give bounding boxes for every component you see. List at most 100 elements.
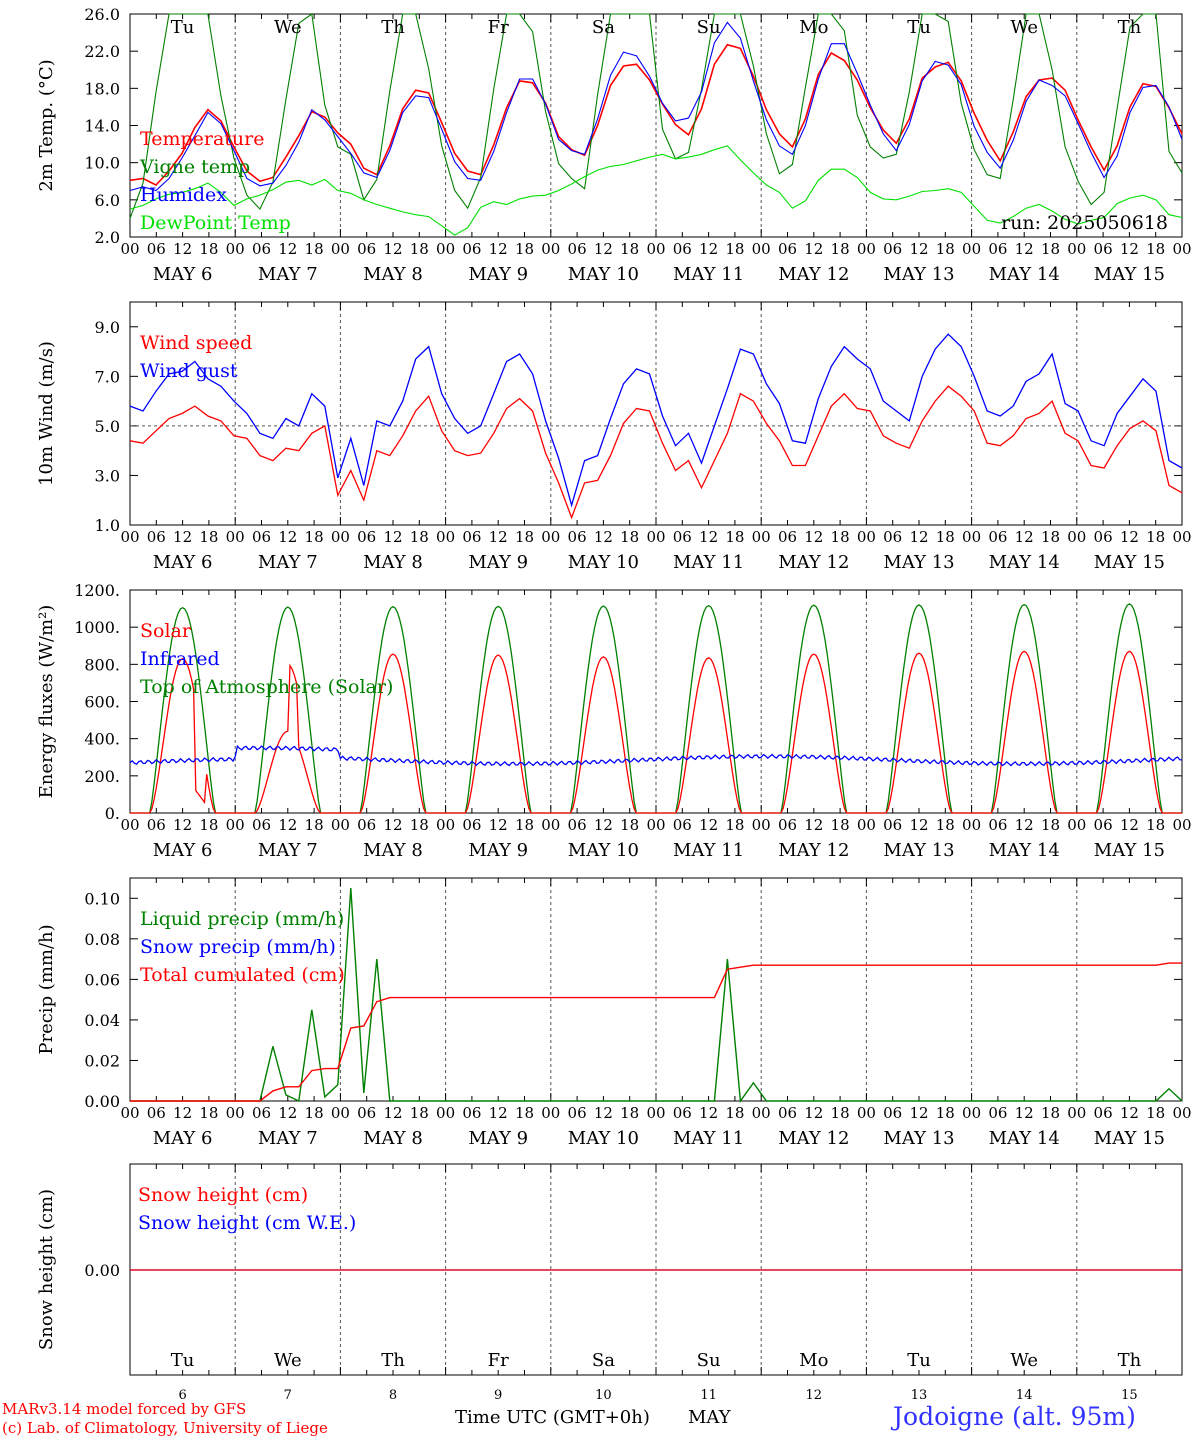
hour-tick-label: 18 — [515, 528, 534, 546]
hour-tick-label: 00 — [1172, 816, 1191, 834]
hour-tick-label: 12 — [383, 240, 402, 258]
date-label: MAY 9 — [468, 264, 528, 285]
hour-tick-label: 18 — [410, 1104, 429, 1122]
hour-tick-label: 12 — [909, 240, 928, 258]
hour-tick-label: 12 — [173, 1104, 192, 1122]
date-label: MAY 9 — [468, 840, 528, 861]
date-label: MAY 9 — [468, 1128, 528, 1149]
hour-tick-label: 18 — [410, 528, 429, 546]
panel-3-ylabel: Precip (mm/h) — [36, 924, 57, 1054]
hour-tick-label: 06 — [252, 240, 271, 258]
date-label: MAY 15 — [1094, 840, 1165, 861]
hour-tick-label: 06 — [883, 240, 902, 258]
hour-tick-label: 18 — [831, 1104, 850, 1122]
hour-tick-label: 18 — [1041, 1104, 1060, 1122]
y-tick-label: 1000. — [74, 618, 120, 637]
hour-tick-label: 00 — [541, 1104, 560, 1122]
date-label: MAY 15 — [1094, 264, 1165, 285]
hour-tick-label: 06 — [1094, 240, 1113, 258]
hour-tick-label: 06 — [988, 816, 1007, 834]
hour-tick-label: 06 — [568, 528, 587, 546]
y-tick-label: 400. — [84, 730, 120, 749]
hour-tick-label: 06 — [988, 240, 1007, 258]
date-label: MAY 14 — [989, 552, 1060, 573]
day-name-label: Th — [381, 1350, 405, 1371]
day-name-label: Fr — [488, 1350, 509, 1371]
date-label: MAY 11 — [673, 840, 744, 861]
hour-tick-label: 00 — [120, 528, 139, 546]
hour-tick-label: 00 — [962, 240, 981, 258]
date-label: MAY 7 — [258, 264, 318, 285]
hour-tick-label: 00 — [1067, 1104, 1086, 1122]
hour-tick-label: 00 — [1067, 528, 1086, 546]
y-tick-label: 600. — [84, 693, 120, 712]
hour-tick-label: 06 — [568, 816, 587, 834]
hour-tick-label: 18 — [410, 816, 429, 834]
y-tick-label: 200. — [84, 767, 120, 786]
hour-tick-label: 18 — [831, 816, 850, 834]
date-label: MAY 9 — [468, 552, 528, 573]
hour-tick-label: 12 — [1120, 1104, 1139, 1122]
day-name-label: Tu — [907, 1350, 931, 1371]
hour-tick-label: 18 — [305, 240, 324, 258]
day-name-label: Tu — [907, 17, 931, 38]
date-label: MAY 6 — [153, 552, 213, 573]
hour-tick-label: 12 — [1120, 240, 1139, 258]
hour-tick-label: 12 — [804, 816, 823, 834]
y-tick-label: 26.0 — [84, 5, 120, 24]
hour-tick-label: 06 — [252, 816, 271, 834]
y-tick-label: 5.0 — [95, 417, 120, 436]
y-tick-label: 9.0 — [95, 318, 120, 337]
date-label: MAY 13 — [883, 552, 954, 573]
date-label: MAY 6 — [153, 1128, 213, 1149]
hour-tick-label: 12 — [278, 816, 297, 834]
date-label: MAY 15 — [1094, 552, 1165, 573]
y-tick-label: 18.0 — [84, 79, 120, 98]
hour-tick-label: 12 — [1015, 528, 1034, 546]
day-name-label: Tu — [171, 17, 195, 38]
hour-tick-label: 12 — [594, 816, 613, 834]
hour-tick-label: 00 — [331, 528, 350, 546]
panel-0-ylabel: 2m Temp. (°C) — [36, 59, 57, 191]
hour-tick-label: 18 — [515, 816, 534, 834]
date-label: MAY 8 — [363, 264, 423, 285]
date-label: MAY 12 — [778, 840, 849, 861]
hour-tick-label: 00 — [962, 1104, 981, 1122]
hour-tick-label: 18 — [620, 528, 639, 546]
hour-tick-label: 12 — [594, 240, 613, 258]
y-tick-label: 3.0 — [95, 466, 120, 485]
hour-tick-label: 00 — [1172, 1104, 1191, 1122]
day-name-label: We — [274, 17, 302, 38]
series-liquid-precip-mm-h--line — [130, 888, 1183, 1103]
panel-2-frame — [129, 589, 1183, 814]
hour-tick-label: 00 — [857, 240, 876, 258]
day-name-label: Mo — [799, 1350, 828, 1371]
hour-tick-label: 12 — [1120, 528, 1139, 546]
hour-tick-label: 18 — [515, 240, 534, 258]
hour-tick-label: 18 — [305, 1104, 324, 1122]
day-number-label: 7 — [284, 1388, 292, 1403]
date-label: MAY 7 — [258, 840, 318, 861]
hour-tick-label: 06 — [462, 240, 481, 258]
hour-tick-label: 18 — [725, 528, 744, 546]
hour-tick-label: 18 — [410, 240, 429, 258]
hour-tick-label: 00 — [857, 816, 876, 834]
footer-copyright: (c) Lab. of Climatology, University of L… — [2, 1419, 328, 1437]
hour-tick-label: 12 — [383, 528, 402, 546]
hour-tick-label: 18 — [620, 816, 639, 834]
hour-tick-label: 12 — [594, 1104, 613, 1122]
y-tick-label: 0.00 — [84, 1092, 120, 1111]
hour-tick-label: 18 — [936, 528, 955, 546]
y-tick-label: 6.0 — [95, 191, 120, 210]
hour-tick-label: 06 — [883, 816, 902, 834]
series-solar-line — [130, 650, 1182, 814]
hour-tick-label: 18 — [1041, 528, 1060, 546]
hour-tick-label: 18 — [1146, 1104, 1165, 1122]
day-name-label: Su — [697, 17, 721, 38]
hour-tick-label: 12 — [909, 528, 928, 546]
hour-tick-label: 12 — [489, 528, 508, 546]
hour-tick-label: 12 — [489, 240, 508, 258]
day-number-label: 8 — [389, 1388, 397, 1403]
hour-tick-label: 06 — [462, 816, 481, 834]
